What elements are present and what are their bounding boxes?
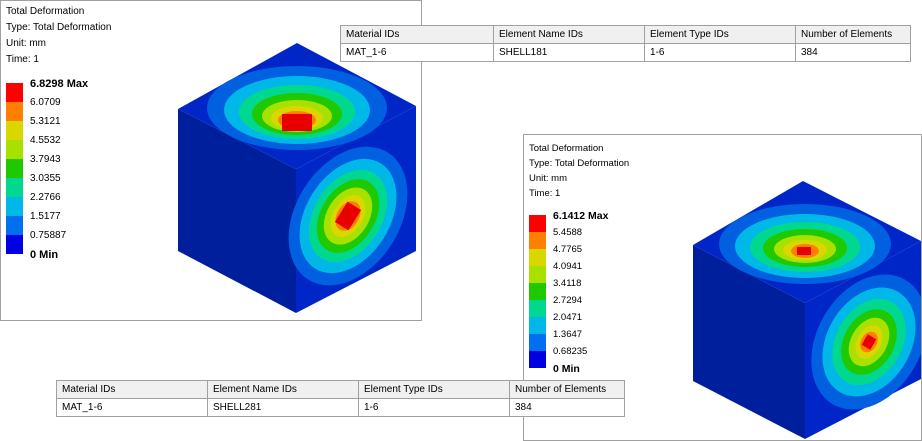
- cell-element-type-ids: 1-6: [358, 398, 510, 417]
- result-time: Time: 1: [6, 54, 39, 65]
- legend-value-label: 2.7294: [553, 295, 583, 306]
- legend-color-swatch: [6, 235, 23, 254]
- legend-value-label: 0.75887: [30, 230, 67, 241]
- result-title: Total Deformation: [6, 6, 85, 17]
- table-header-row: Material IDs Element Name IDs Element Ty…: [56, 380, 625, 399]
- right-face-contours: [811, 274, 921, 410]
- col-element-name-ids[interactable]: Element Name IDs: [493, 25, 645, 44]
- legend-color-swatch: [529, 351, 546, 368]
- cell-number-of-elements: 384: [795, 43, 911, 62]
- legend-color-swatch: [529, 232, 546, 249]
- legend-value-label: 1.5177: [30, 211, 61, 222]
- cell-element-name-ids: SHELL281: [207, 398, 359, 417]
- result-info: Total Deformation Type: Total Deformatio…: [529, 141, 629, 201]
- element-info-table-2: Material IDs Element Name IDs Element Ty…: [56, 380, 625, 417]
- table-row: MAT_1-6 SHELL281 1-6 384: [56, 398, 625, 417]
- result-panel-shell281: Total Deformation Type: Total Deformatio…: [523, 134, 922, 441]
- legend-value-label: 3.4118: [553, 278, 582, 289]
- cell-element-type-ids: 1-6: [644, 43, 796, 62]
- legend-value-label: 2.2766: [30, 192, 61, 203]
- legend-value-label: 5.3121: [30, 116, 61, 127]
- legend-value-label: 3.0355: [30, 173, 61, 184]
- legend-color-swatch: [6, 83, 23, 102]
- legend-color-swatch: [6, 197, 23, 216]
- legend-color-swatch: [529, 215, 546, 232]
- legend-value-label: 2.0471: [553, 312, 583, 323]
- col-material-ids[interactable]: Material IDs: [56, 380, 208, 399]
- legend-value-label: 1.3647: [553, 329, 583, 340]
- col-element-type-ids[interactable]: Element Type IDs: [644, 25, 796, 44]
- deformed-cube-view[interactable]: [176, 41, 421, 316]
- table-row: MAT_1-6 SHELL181 1-6 384: [340, 43, 911, 62]
- result-title: Total Deformation: [529, 143, 604, 154]
- legend-color-swatch: [6, 178, 23, 197]
- legend-value-label: 6.0709: [30, 97, 61, 108]
- cell-element-name-ids: SHELL181: [493, 43, 645, 62]
- top-face-contours: [719, 204, 891, 284]
- legend-color-swatch: [529, 283, 546, 300]
- col-element-type-ids[interactable]: Element Type IDs: [358, 380, 510, 399]
- element-info-table-1: Material IDs Element Name IDs Element Ty…: [340, 25, 911, 62]
- cell-material-ids: MAT_1-6: [340, 43, 494, 62]
- result-unit: Unit: mm: [6, 38, 46, 49]
- deformed-cube-view[interactable]: [691, 179, 922, 439]
- col-material-ids[interactable]: Material IDs: [340, 25, 494, 44]
- legend-color-swatch: [529, 249, 546, 266]
- legend-color-swatch: [529, 317, 546, 334]
- result-time: Time: 1: [529, 188, 561, 199]
- result-info: Total Deformation Type: Total Deformatio…: [6, 4, 111, 68]
- cube-left-face: [178, 109, 296, 313]
- legend-value-label: 4.5532: [30, 135, 61, 146]
- top-face-contours: [207, 66, 387, 150]
- col-element-name-ids[interactable]: Element Name IDs: [207, 380, 359, 399]
- cell-number-of-elements: 384: [509, 398, 625, 417]
- legend-color-swatch: [529, 334, 546, 351]
- legend-value-label: 4.7765: [553, 244, 583, 255]
- legend-color-swatch: [6, 216, 23, 235]
- cube-left-face: [693, 245, 805, 439]
- legend-color-swatch: [6, 140, 23, 159]
- legend-value-label: 4.0941: [553, 261, 583, 272]
- legend-color-swatch: [6, 159, 23, 178]
- legend-color-swatch: [529, 266, 546, 283]
- legend-value-label: 6.1412 Max: [553, 210, 609, 222]
- result-type: Type: Total Deformation: [529, 158, 630, 169]
- legend-value-label: 5.4588: [553, 227, 583, 238]
- legend-value-label: 0 Min: [553, 363, 580, 375]
- legend-value-label: 0 Min: [30, 249, 59, 261]
- legend-color-swatch: [6, 121, 23, 140]
- legend-value-label: 0.68235: [553, 346, 588, 357]
- right-face-contours: [288, 146, 408, 286]
- col-number-of-elements[interactable]: Number of Elements: [509, 380, 625, 399]
- legend-color-swatch: [529, 300, 546, 317]
- table-header-row: Material IDs Element Name IDs Element Ty…: [340, 25, 911, 44]
- legend-value-label: 6.8298 Max: [30, 78, 89, 90]
- result-unit: Unit: mm: [529, 173, 567, 184]
- legend-color-swatch: [6, 102, 23, 121]
- col-number-of-elements[interactable]: Number of Elements: [795, 25, 911, 44]
- result-type: Type: Total Deformation: [6, 22, 112, 33]
- cell-material-ids: MAT_1-6: [56, 398, 208, 417]
- legend-value-label: 3.7943: [30, 154, 61, 165]
